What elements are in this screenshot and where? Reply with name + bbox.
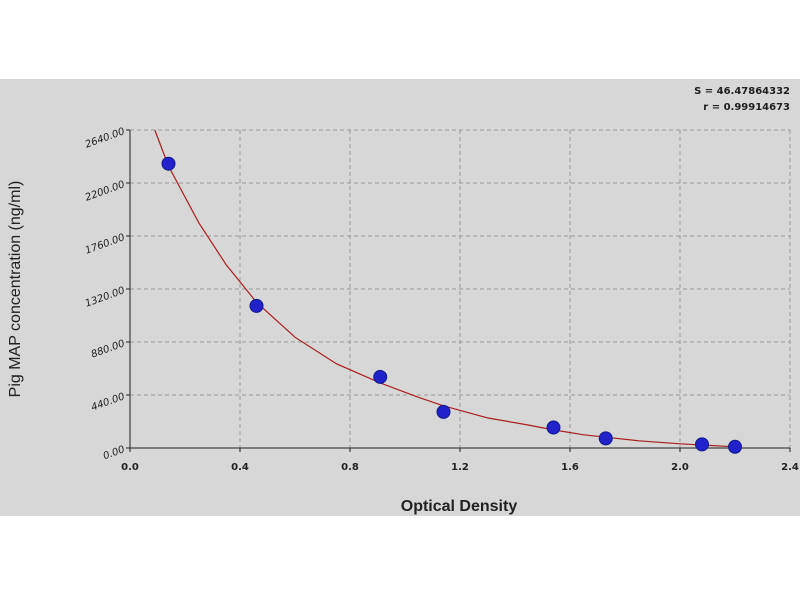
grid-lines: [130, 129, 791, 448]
x-tick-label: 0.0: [121, 462, 139, 473]
data-point: [373, 369, 388, 384]
y-tick-label: 0.00: [102, 444, 127, 462]
y-tick-label: 440.00: [90, 391, 127, 413]
s-statistic: S = 46.47864332: [694, 86, 790, 97]
data-point: [728, 439, 742, 454]
fit-statistics: S = 46.47864332 r = 0.99914673: [694, 84, 790, 116]
data-point: [546, 420, 561, 435]
y-axis-title: Pig MAP concentration (ng/ml): [7, 181, 24, 398]
x-tick-label: 1.6: [561, 462, 579, 473]
y-tick-label: 1760.00: [84, 232, 127, 256]
x-tick-labels: 0.0 0.4 0.8 1.2 1.6 2.0 2.4: [121, 448, 799, 473]
x-tick-label: 0.8: [341, 462, 359, 473]
y-tick-label: 1320.00: [84, 285, 127, 309]
data-point: [598, 431, 613, 446]
x-tick-label: 2.0: [671, 462, 689, 473]
y-tick-label: 880.00: [90, 338, 127, 360]
data-point: [695, 437, 709, 452]
data-point: [161, 156, 176, 171]
x-tick-label: 0.4: [231, 462, 249, 473]
y-tick-label: 2640.00: [84, 126, 127, 150]
r-statistic: r = 0.99914673: [703, 102, 790, 113]
fit-curve: [154, 129, 736, 448]
y-tick-labels: 0.00 440.00 880.00 1320.00 1760.00 2200.00 264…: [84, 126, 130, 462]
x-axis-title: Optical Density: [401, 498, 518, 515]
x-tick-label: 2.4: [781, 462, 799, 473]
y-tick-label: 2200.00: [84, 179, 127, 203]
data-point: [436, 404, 451, 419]
x-tick-label: 1.2: [451, 462, 469, 473]
data-point: [249, 298, 264, 313]
data-points: [161, 156, 742, 454]
